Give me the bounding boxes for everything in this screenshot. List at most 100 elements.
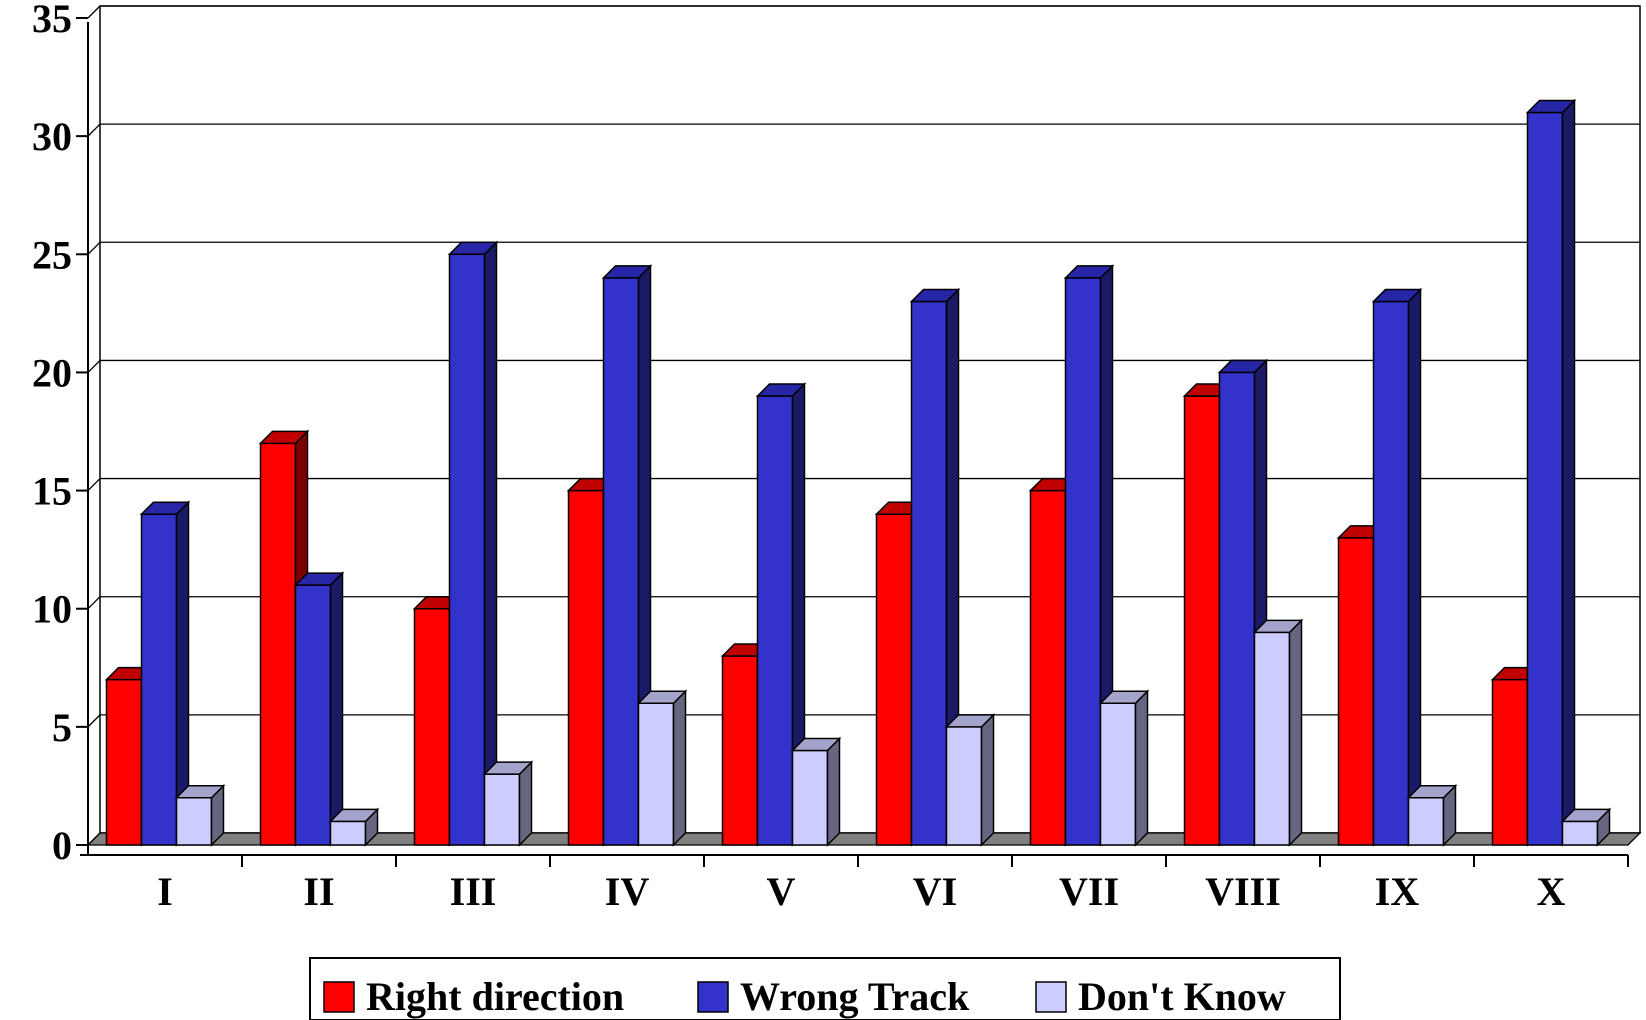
bar — [636, 689, 688, 847]
y-tick-label: 15 — [32, 469, 72, 514]
bar-side — [483, 240, 498, 847]
bar-side — [672, 689, 687, 847]
bar — [328, 807, 380, 847]
legend-swatch — [1035, 981, 1067, 1013]
bar-front — [1561, 820, 1599, 846]
bar-top — [1217, 359, 1269, 374]
bar-front — [448, 253, 486, 846]
bar — [1560, 807, 1612, 847]
bar-top — [909, 288, 961, 303]
x-tick-label: IV — [605, 869, 650, 914]
bar-front — [105, 678, 143, 846]
bar — [447, 240, 499, 847]
bar-top — [944, 714, 996, 728]
bar-front — [756, 395, 794, 846]
x-tick-label: VI — [913, 869, 957, 914]
bar-top — [1560, 808, 1612, 823]
bar-front — [875, 513, 913, 846]
x-tick-label: IX — [1375, 869, 1420, 914]
y-tick-label: 30 — [32, 114, 72, 159]
bar-front — [329, 820, 367, 846]
gridline-side — [87, 596, 101, 610]
bar-top — [482, 761, 534, 775]
bar — [1098, 689, 1150, 847]
legend-swatch — [697, 981, 729, 1013]
bar-front — [1064, 277, 1102, 846]
bar-front — [1253, 631, 1291, 846]
legend-label: Don't Know — [1078, 974, 1286, 1019]
bar — [1063, 264, 1115, 847]
bar-side — [826, 736, 841, 847]
bar-top — [174, 784, 226, 799]
bar-front — [1526, 111, 1564, 846]
bar-front — [483, 773, 521, 846]
bar-front — [567, 489, 605, 846]
gridline-side — [87, 5, 101, 19]
bar — [944, 713, 996, 847]
bar-front — [1029, 489, 1067, 846]
bar — [1217, 358, 1269, 847]
bar-top — [755, 383, 807, 397]
bar-front — [945, 726, 983, 846]
x-tick-label: II — [303, 869, 334, 914]
bar-front — [1407, 796, 1445, 846]
bar-front — [1372, 300, 1410, 846]
bar — [174, 783, 226, 847]
bar-front — [910, 300, 948, 846]
bar-side — [329, 571, 344, 847]
bar-top — [601, 265, 653, 279]
legend-swatch — [323, 981, 355, 1013]
gridline-side — [87, 359, 101, 373]
bar-top — [1406, 784, 1458, 799]
bar-top — [139, 501, 191, 515]
bar-front — [413, 607, 451, 846]
bar-front — [1183, 395, 1221, 846]
bar-front — [259, 442, 297, 846]
bar-front — [791, 749, 829, 846]
legend-label: Wrong Track — [740, 974, 970, 1019]
x-tick-label: I — [157, 869, 173, 914]
legend-box — [309, 957, 1341, 1020]
y-tick-label: 10 — [32, 587, 72, 632]
x-tick-label: X — [1537, 869, 1566, 914]
bar-top — [258, 430, 310, 445]
bar-front — [1337, 537, 1375, 846]
gridline-side — [87, 123, 101, 137]
bar-top — [1371, 288, 1423, 303]
y-tick-label: 25 — [32, 232, 72, 277]
bar-top — [790, 737, 842, 752]
x-tick-label: V — [767, 869, 796, 914]
bar-side — [518, 760, 533, 847]
bar — [1406, 783, 1458, 847]
bar — [1252, 618, 1304, 847]
bar-side — [1288, 618, 1303, 847]
bar-side — [1561, 98, 1576, 847]
bar-front — [175, 796, 213, 846]
legend-label: Right direction — [366, 974, 624, 1019]
bar-side — [1407, 287, 1422, 847]
gridline-side — [87, 241, 101, 255]
bar — [1525, 98, 1577, 847]
bar-top — [328, 808, 380, 823]
bar — [790, 736, 842, 847]
gridline-side — [87, 714, 101, 728]
x-tick-label: VIII — [1205, 869, 1281, 914]
bar-front — [721, 655, 759, 846]
bar-top — [447, 241, 499, 256]
bar-top — [1525, 99, 1577, 114]
bar — [139, 500, 191, 847]
bar-side — [1134, 689, 1149, 847]
y-tick-label: 5 — [52, 705, 72, 750]
bar-side — [980, 713, 995, 847]
bar-front — [1491, 678, 1529, 846]
y-tick-label: 35 — [32, 0, 72, 41]
bars — [104, 98, 1612, 847]
bar-front — [1099, 702, 1137, 846]
x-tick-label: VII — [1059, 869, 1119, 914]
bar-front — [602, 277, 640, 846]
bar-front — [1218, 371, 1256, 846]
bar-top — [636, 690, 688, 704]
